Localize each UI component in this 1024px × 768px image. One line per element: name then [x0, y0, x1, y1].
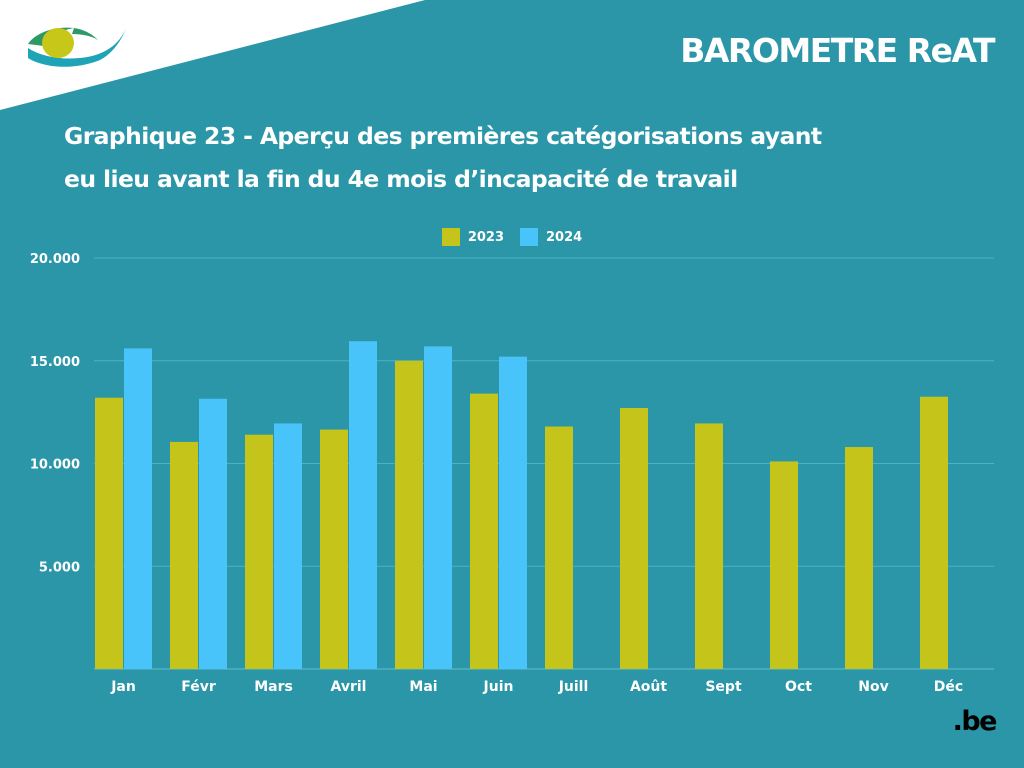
bar-2024-Avril [349, 341, 377, 669]
legend-item-2023: 2023 [441, 228, 504, 246]
x-tick-label: Sept [705, 679, 742, 695]
x-tick-label: Oct [785, 679, 812, 695]
x-tick-label: Juill [558, 679, 589, 695]
y-tick-label: 15.000 [30, 355, 80, 370]
chart-title-line-2: eu lieu avant la fin du 4e mois d’incapa… [64, 165, 738, 193]
insurance-eye-logo-icon [28, 27, 126, 67]
chart-title: Graphique 23 - Aperçu des premières caté… [64, 115, 964, 201]
bar-2024-Mars [274, 423, 302, 669]
x-tick-label: Nov [858, 679, 888, 695]
x-tick-label: Août [630, 679, 667, 695]
bar-2023-Août [620, 408, 648, 669]
x-tick-label: Mars [254, 679, 293, 695]
bar-2023-Févr [170, 441, 198, 669]
x-tick-label: Jan [110, 679, 136, 695]
legend-item-2024: 2024 [520, 228, 582, 246]
chart-title-line-1: Graphique 23 - Aperçu des premières caté… [64, 122, 822, 150]
bar-2023-Mai [395, 360, 423, 669]
bar-2024-Févr [199, 398, 227, 669]
bar-2023-Juill [545, 426, 573, 669]
y-tick-label: 5.000 [39, 560, 80, 575]
bar-2023-Avril [320, 429, 348, 669]
legend-swatch-2023 [441, 228, 460, 246]
y-tick-label: 10.000 [30, 458, 80, 473]
brand-title: BAROMETRE ReAT [680, 31, 995, 70]
be-logo: .be [952, 706, 998, 737]
corner-logo-panel [0, 0, 425, 110]
bar-2023-Oct [770, 461, 798, 669]
bar-2024-Juin [499, 356, 527, 669]
bar-2023-Sept [695, 423, 723, 669]
bar-2023-Juin [470, 393, 498, 669]
y-tick-label: 20.000 [30, 252, 80, 267]
be-logo-text: .be [952, 706, 998, 737]
legend-label-2023: 2023 [467, 229, 504, 245]
bar-2023-Déc [920, 396, 948, 669]
x-tick-label: Févr [181, 679, 216, 695]
legend-swatch-2024 [520, 228, 538, 246]
bar-2023-Mars [245, 434, 273, 669]
x-tick-label: Avril [331, 679, 367, 695]
chart-legend: 2023 2024 [0, 228, 1024, 246]
legend-label-2024: 2024 [546, 229, 583, 245]
x-tick-label: Déc [934, 679, 963, 695]
bar-2024-Jan [124, 348, 152, 669]
x-tick-label: Juin [483, 679, 514, 695]
x-tick-label: Mai [409, 679, 437, 695]
bar-2023-Jan [95, 397, 123, 669]
bar-2023-Nov [845, 447, 873, 669]
bar-2024-Mai [424, 346, 452, 669]
